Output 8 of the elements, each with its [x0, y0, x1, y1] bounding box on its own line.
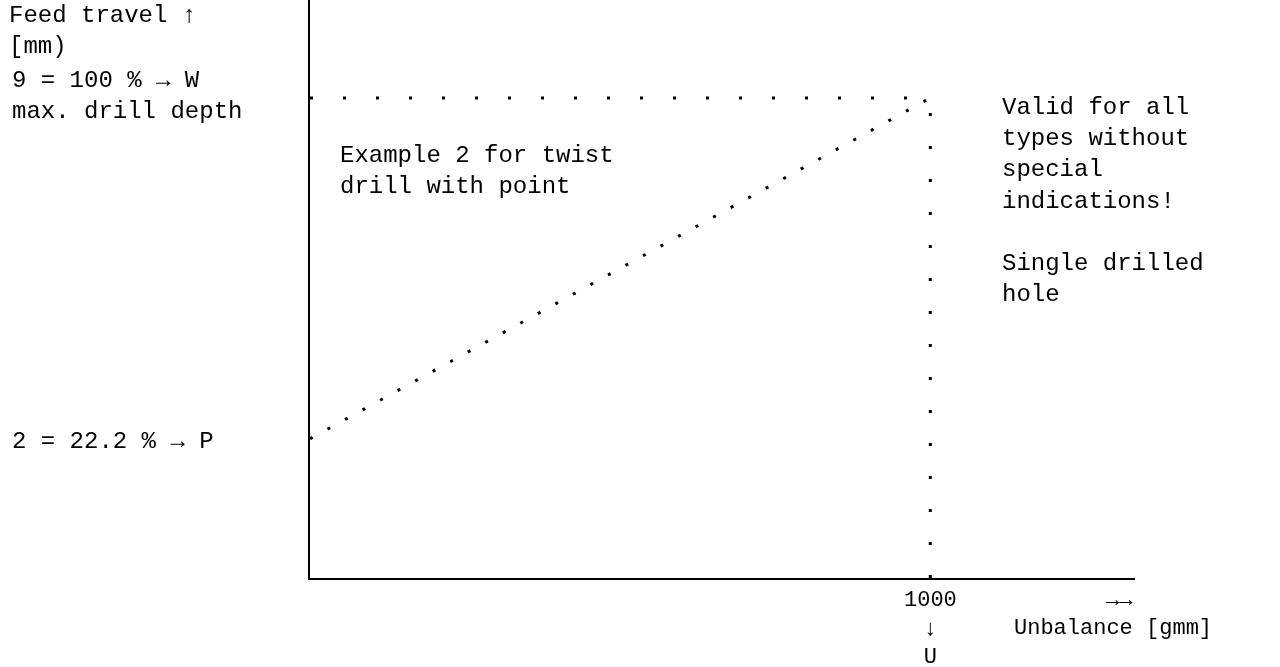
text: Valid for all types without special indications! Single drilled hole [1002, 94, 1204, 309]
x-axis-title: Unbalance [gmm] [1014, 616, 1213, 641]
text: →→ [1106, 588, 1134, 613]
text: 9 = 100 % → W max. drill depth [12, 67, 243, 126]
y-axis-title: Feed travel ↑ [mm) [9, 2, 197, 61]
annotation: Example 2 for twist drill with point [340, 142, 614, 201]
text: 2 = 22.2 % → P [12, 428, 214, 455]
text: 1000 ↓ U [904, 588, 957, 667]
